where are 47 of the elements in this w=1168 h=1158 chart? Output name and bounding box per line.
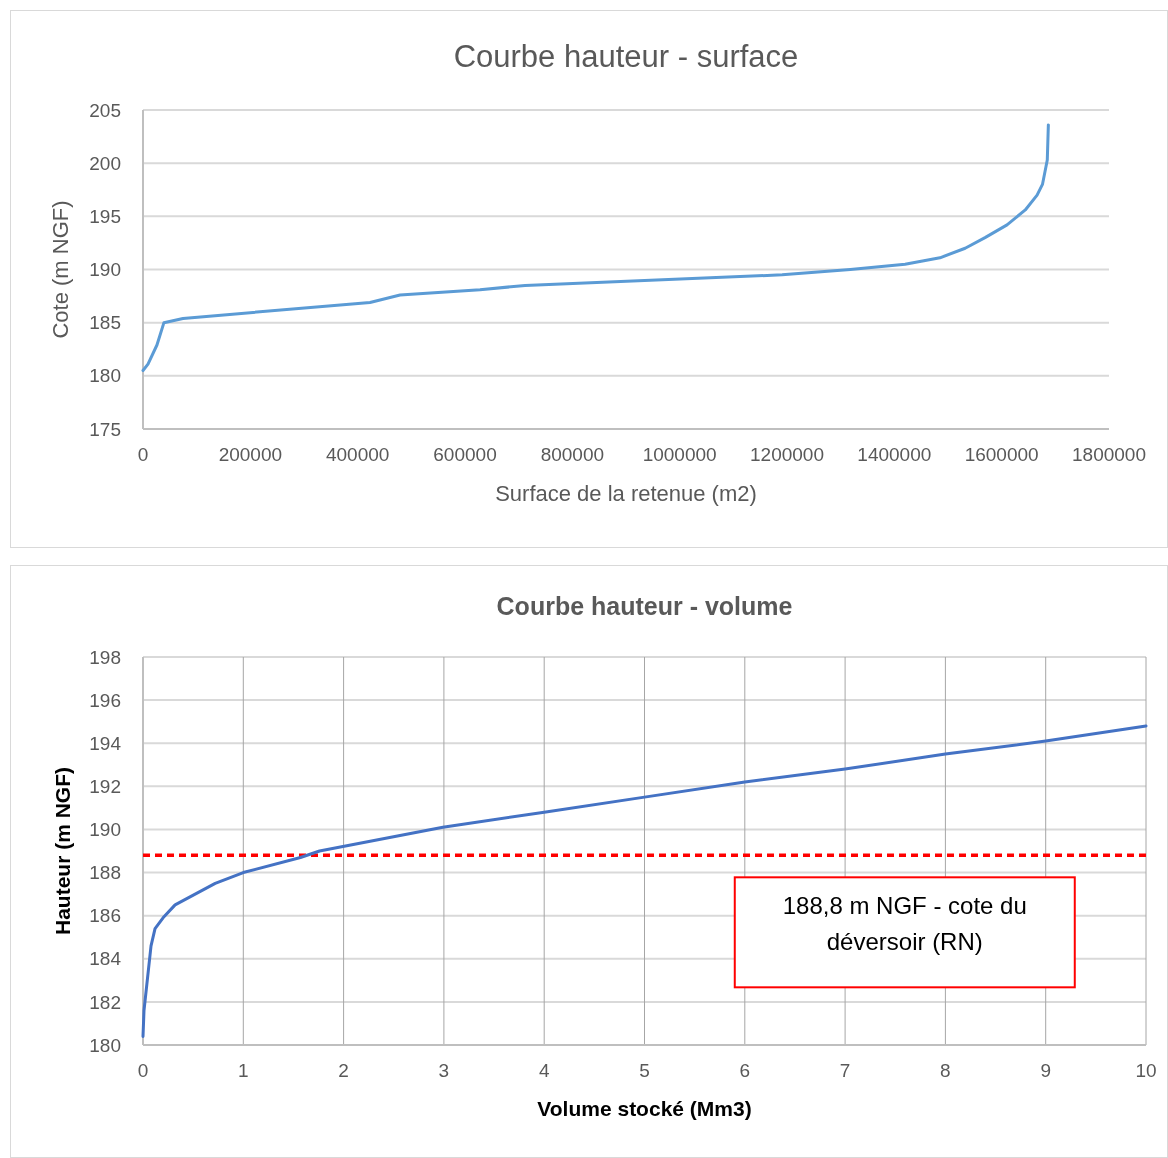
line-series — [141, 123, 1050, 373]
y-tick-label: 182 — [89, 991, 121, 1013]
y-tick-label: 190 — [89, 819, 121, 841]
x-tick-label: 7 — [839, 1060, 851, 1081]
x-tick-label: 1 — [238, 1060, 249, 1081]
x-tick-label: 3 — [438, 1060, 450, 1081]
y-tick-label: 198 — [89, 646, 121, 668]
x-tick-label: 800000 — [540, 444, 605, 465]
chart-title: Courbe hauteur - volume — [496, 592, 793, 620]
x-tick-label: 4 — [538, 1060, 550, 1081]
y-tick-label: 194 — [89, 732, 122, 754]
y-tick-label: 185 — [89, 312, 121, 334]
y-tick-label: 188 — [89, 862, 121, 884]
y-tick-label: 180 — [89, 1034, 121, 1056]
y-tick-label: 184 — [89, 948, 122, 970]
chart-title: Courbe hauteur - surface — [453, 39, 799, 74]
x-tick-label: 1600000 — [964, 444, 1039, 465]
y-tick-label: 175 — [89, 418, 121, 440]
y-axis-title: Cote (m NGF) — [48, 200, 73, 339]
x-tick-label: 600000 — [433, 444, 497, 465]
x-tick-label: 1000000 — [642, 444, 717, 465]
x-tick-label: 6 — [739, 1060, 751, 1081]
x-tick-label: 400000 — [325, 444, 390, 465]
x-tick-label: 1200000 — [750, 444, 824, 465]
line-series — [141, 724, 1148, 1038]
y-tick-label: 195 — [89, 205, 121, 227]
y-tick-label: 192 — [89, 775, 121, 797]
x-axis-title: Surface de la retenue (m2) — [495, 481, 757, 506]
x-tick-label: 5 — [639, 1060, 650, 1081]
y-tick-label: 190 — [89, 259, 121, 281]
x-tick-label: 10 — [1135, 1060, 1157, 1081]
x-tick-label: 1800000 — [1072, 444, 1146, 465]
y-axis-title: Hauteur (m NGF) — [51, 767, 74, 935]
y-tick-label: 200 — [89, 152, 121, 174]
y-tick-label: 196 — [89, 689, 121, 711]
x-tick-label: 0 — [137, 444, 149, 465]
x-tick-label: 9 — [1040, 1060, 1051, 1081]
y-tick-label: 186 — [89, 905, 121, 927]
x-tick-label: 200000 — [218, 444, 283, 465]
ref-line-label: 188,8 m NGF - cote du déversoir (RN) — [782, 892, 1027, 956]
x-axis-title: Volume stocké (Mm3) — [537, 1097, 752, 1120]
x-tick-label: 8 — [940, 1060, 951, 1081]
x-tick-label: 1400000 — [857, 444, 932, 465]
y-tick-label: 180 — [89, 365, 121, 387]
y-tick-label: 205 — [89, 99, 121, 121]
x-tick-label: 2 — [338, 1060, 349, 1081]
x-tick-label: 0 — [137, 1060, 149, 1081]
